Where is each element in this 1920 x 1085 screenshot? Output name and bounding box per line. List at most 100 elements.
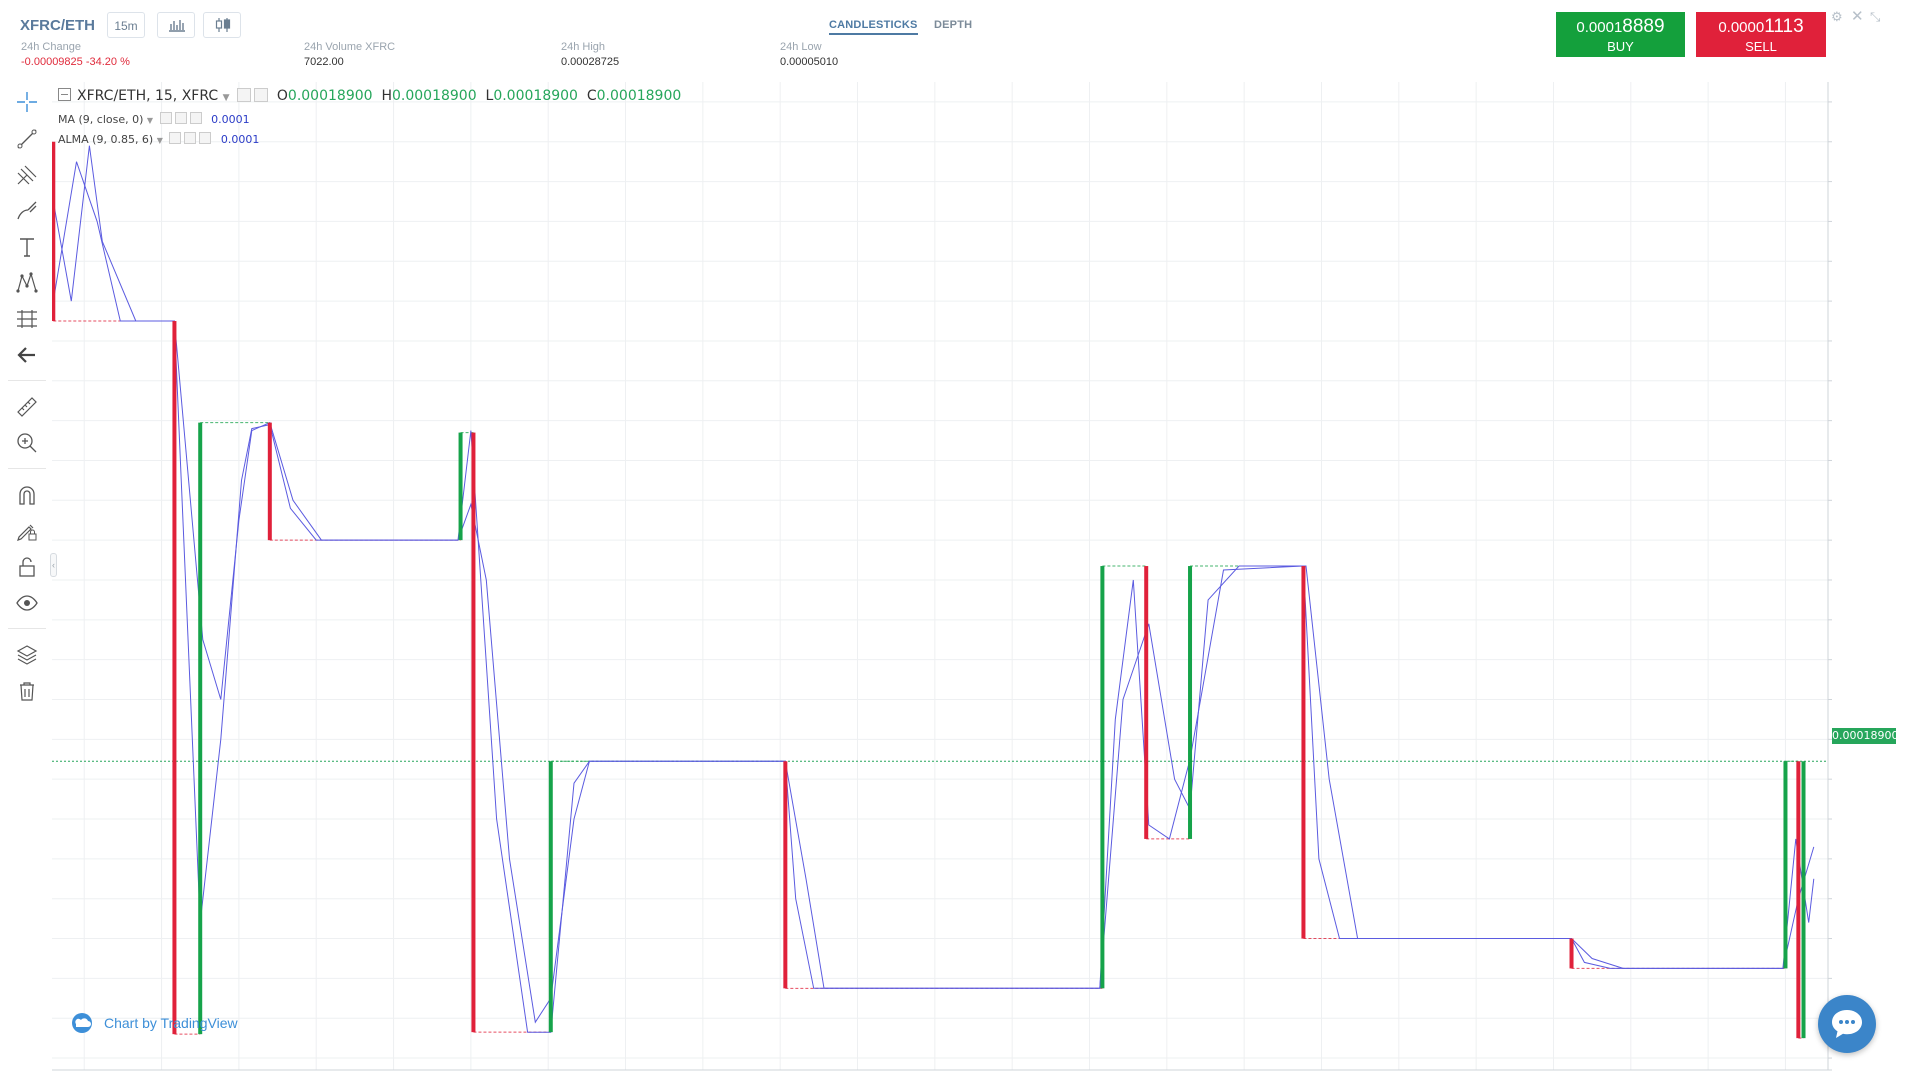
alma-indicator-label[interactable]: ALMA (9, 0.85, 6) [58, 133, 154, 146]
sell-price-main: 1113 [1764, 16, 1804, 37]
candle [458, 432, 463, 541]
indicator-line [52, 145, 1815, 1024]
chevron-down-icon[interactable]: ▼ [156, 136, 163, 145]
trash-icon [20, 682, 34, 701]
text-tool[interactable] [12, 232, 42, 262]
eye-icon [16, 595, 38, 611]
stat-value: 0.00028725 [561, 56, 620, 68]
chevron-down-icon[interactable]: ▼ [222, 93, 230, 103]
alma-indicator-value: 0.0001 [220, 133, 260, 146]
magnet-tool[interactable] [12, 480, 42, 510]
chart-canvas[interactable]: 0.000520000.000500000.000480000.00046000… [51, 82, 1902, 1085]
chevron-down-icon[interactable]: ▼ [146, 116, 154, 125]
candle [172, 321, 177, 1035]
candle [1801, 761, 1806, 1039]
last-price-tag: 0.00018900 [1832, 728, 1899, 744]
crosshair-icon [17, 92, 37, 112]
ruler-icon [17, 397, 37, 417]
sell-price-prefix: 0.0000 [1718, 19, 1765, 36]
low-label: L [485, 88, 494, 104]
pair-title[interactable]: XFRC/ETH [20, 17, 95, 34]
trend-line-icon [17, 129, 37, 149]
close-icon[interactable] [199, 132, 212, 144]
chart-type-button[interactable] [203, 12, 241, 38]
ma-indicator-value: 0.0001 [211, 113, 250, 126]
unlock-icon [19, 557, 35, 577]
buy-price-prefix: 0.0001 [1576, 19, 1623, 36]
candle [1796, 761, 1801, 1039]
drawing-toolbar [0, 82, 52, 1080]
buy-label: BUY [1607, 39, 1634, 54]
settings-icon[interactable] [236, 88, 251, 102]
stat-24h-volume: 24h Volume XFRC 7022.00 [304, 41, 395, 68]
close-label: C [586, 88, 597, 104]
candle [783, 761, 788, 989]
close-icon[interactable] [253, 88, 268, 102]
close-icon[interactable] [189, 112, 202, 124]
stat-value: 0.00005010 [780, 56, 839, 68]
trend-line-tool[interactable] [12, 124, 42, 154]
stat-24h-high: 24h High 0.00028725 [561, 41, 619, 68]
legend-collapse-icon[interactable] [58, 88, 71, 101]
timeframe-button[interactable]: 15m [107, 12, 145, 38]
back-tool[interactable] [12, 340, 42, 370]
pitchfork-tool[interactable] [12, 160, 42, 190]
brush-tool[interactable] [12, 196, 42, 226]
buy-button[interactable]: 0.00018889 BUY [1556, 12, 1685, 57]
ruler-tool[interactable] [12, 392, 42, 422]
candle [1783, 761, 1788, 969]
pattern-tool[interactable] [12, 268, 42, 298]
open-value: 0.00018900 [287, 88, 373, 104]
eye-icon[interactable] [159, 112, 172, 124]
ma-indicator-label[interactable]: MA (9, close, 0) [58, 113, 144, 126]
indicators-button[interactable] [157, 12, 195, 38]
close-icon[interactable]: ✕ [1851, 8, 1864, 25]
chat-icon [1832, 1010, 1862, 1038]
settings-icon[interactable] [184, 132, 197, 144]
toolbar-collapse-handle[interactable]: ‹ [50, 553, 57, 577]
lock-drawing-icon [17, 524, 37, 541]
candle [1144, 566, 1149, 839]
candle [267, 422, 272, 541]
layers-tool[interactable] [12, 640, 42, 670]
chat-button[interactable] [1818, 995, 1876, 1053]
stat-label: 24h Volume XFRC [304, 41, 396, 53]
price-chart[interactable]: 0.000520000.000500000.000480000.00046000… [51, 82, 1902, 1085]
text-icon [20, 238, 34, 257]
stat-label: 24h Low [780, 41, 822, 53]
buy-price: 0.00018889 [1556, 16, 1685, 38]
candle [51, 141, 56, 322]
delete-tool[interactable] [12, 676, 42, 706]
sell-button[interactable]: 0.00001113 SELL [1696, 12, 1826, 57]
prediction-tool[interactable] [12, 304, 42, 334]
brush-icon [17, 201, 37, 220]
stat-value: -0.00009825 -34.20 % [21, 56, 130, 68]
zoom-in-icon [17, 433, 37, 453]
stat-label: 24h Change [21, 41, 81, 53]
fullscreen-icon[interactable]: ⤡ [1870, 9, 1881, 24]
high-label: H [381, 88, 392, 104]
stat-label: 24h High [561, 41, 606, 53]
attribution-text: Chart by TradingView [104, 1015, 238, 1031]
tab-candlesticks[interactable]: CANDLESTICKS [829, 19, 918, 35]
buy-price-main: 8889 [1622, 16, 1665, 37]
ma-indicator-legend: MA (9, close, 0) ▼ 0.0001 [58, 112, 250, 126]
crosshair-tool[interactable] [12, 87, 42, 117]
prediction-icon [17, 310, 37, 328]
legend-symbol[interactable]: XFRC/ETH, 15, XFRC [77, 88, 219, 104]
zoom-tool[interactable] [12, 428, 42, 458]
candle [471, 432, 476, 1033]
candle [1301, 566, 1306, 939]
lock-drawing-tool[interactable] [12, 516, 42, 546]
unlock-tool[interactable] [12, 552, 42, 582]
settings-icon[interactable]: ⚙ [1831, 9, 1843, 24]
tab-depth[interactable]: DEPTH [934, 19, 973, 31]
settings-icon[interactable] [174, 112, 187, 124]
cloud-logo-icon [72, 1013, 92, 1033]
eye-icon[interactable] [169, 132, 182, 144]
sell-price: 0.00001113 [1696, 16, 1826, 38]
toolbar-divider [8, 468, 46, 469]
visibility-tool[interactable] [12, 588, 42, 618]
pattern-icon [16, 271, 38, 293]
tradingview-attribution[interactable]: Chart by TradingView [70, 1013, 238, 1033]
